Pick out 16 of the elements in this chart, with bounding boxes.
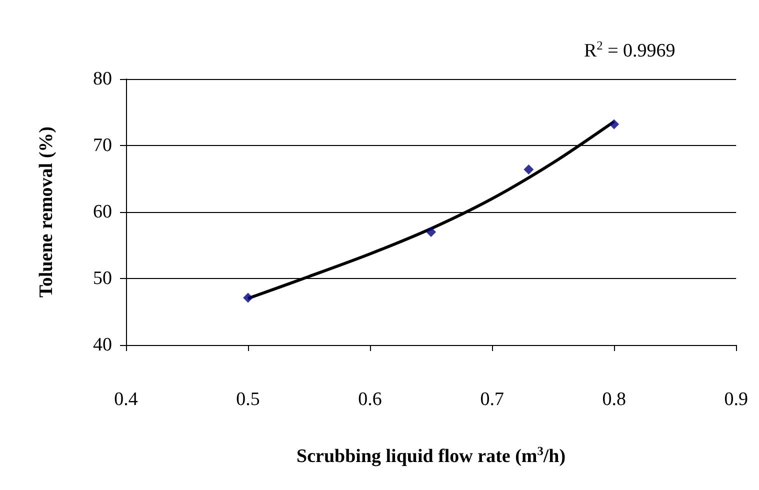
y-tick-label: 80 bbox=[93, 68, 112, 90]
x-tick-label: 0.9 bbox=[724, 389, 748, 410]
y-tick-label: 40 bbox=[93, 334, 112, 356]
y-tick-label: 60 bbox=[93, 202, 112, 222]
point bbox=[524, 164, 534, 174]
y-axis-title: Toluene removal (%) bbox=[36, 126, 57, 298]
y-tick-label: 50 bbox=[93, 268, 112, 289]
point bbox=[426, 226, 436, 237]
x-tick-label: 0.6 bbox=[358, 389, 382, 410]
point bbox=[243, 292, 254, 303]
x-tick-label: 0.5 bbox=[236, 389, 260, 410]
x-tick-label: 0.8 bbox=[602, 389, 626, 410]
y-tick-label: 70 bbox=[93, 135, 112, 156]
x-tick-label: 0.7 bbox=[480, 389, 504, 410]
point bbox=[609, 119, 620, 130]
x-tick-label: 0.4 bbox=[114, 389, 138, 410]
